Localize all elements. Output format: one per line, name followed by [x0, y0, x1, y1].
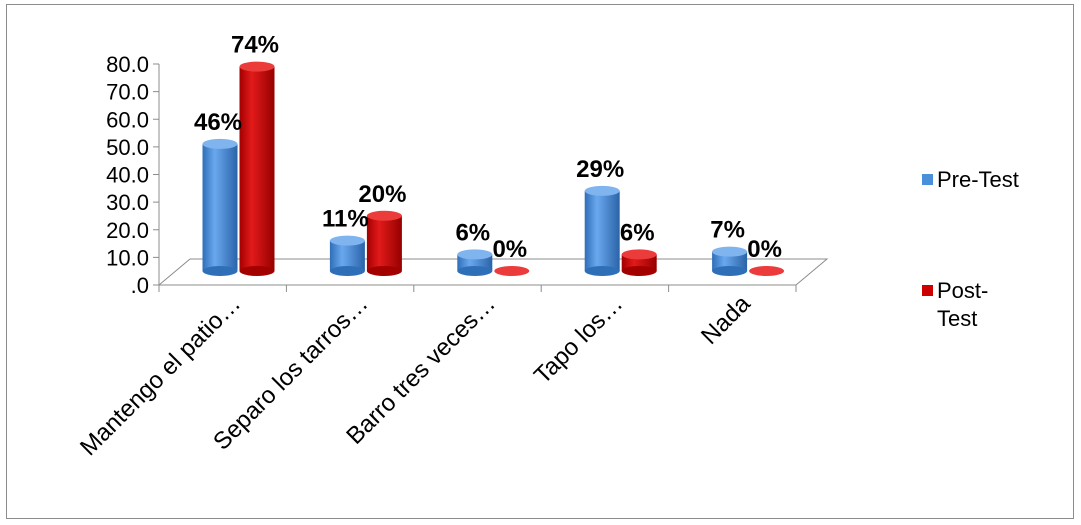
bar-pre-test — [202, 138, 238, 276]
bar-top — [457, 249, 493, 260]
y-tick-label: 30.0 — [106, 190, 149, 215]
data-label: 29% — [576, 156, 624, 183]
bar-pre-test — [712, 246, 748, 276]
bar-top — [749, 266, 785, 276]
bar-top — [584, 185, 620, 196]
data-label: 46% — [194, 109, 242, 136]
bar-body — [584, 190, 620, 271]
legend-swatch-post-test — [922, 285, 933, 296]
bar-bottom — [329, 266, 365, 276]
category-label: Nada — [696, 290, 756, 350]
y-tick-label: 60.0 — [106, 107, 149, 132]
bar-bottom — [621, 266, 657, 276]
bar-bottom — [457, 266, 493, 276]
y-tick-label: 20.0 — [106, 218, 149, 243]
bar-body — [712, 251, 748, 271]
data-label: 0% — [747, 236, 782, 263]
y-tick-label: .0 — [131, 273, 149, 298]
bar-body — [202, 143, 238, 271]
bar-post-test — [749, 266, 785, 276]
data-label: 74% — [231, 32, 279, 59]
legend-label-pre-test: Pre-Test — [937, 167, 1019, 192]
bar-body — [366, 215, 402, 271]
bar-bottom — [202, 266, 238, 276]
bar-bottom — [584, 266, 620, 276]
bar-post-test — [239, 61, 275, 276]
bar-top — [329, 235, 365, 246]
legend: Pre-Test Post-Test — [922, 167, 1019, 331]
bar-bottom — [239, 266, 275, 276]
bar-bottom — [366, 266, 402, 276]
bar-top — [712, 246, 748, 257]
y-tick-label: 10.0 — [106, 245, 149, 270]
bar-pre-test — [329, 235, 365, 276]
bar-top — [239, 61, 275, 72]
chart-floor — [157, 258, 829, 286]
bar-pre-test — [584, 185, 620, 276]
bar-top — [366, 210, 402, 221]
data-label: 6% — [455, 219, 490, 246]
bar-post-test — [494, 266, 530, 276]
y-tick-label: 80.0 — [106, 52, 149, 77]
bar-body — [239, 66, 275, 271]
bar-top — [621, 249, 657, 260]
bar-top — [494, 266, 530, 276]
bar-pre-test — [457, 249, 493, 276]
bar-top — [202, 138, 238, 149]
data-label: 7% — [710, 217, 745, 244]
data-label: 20% — [358, 181, 406, 208]
data-label: 6% — [620, 219, 655, 246]
legend-swatch-pre-test — [922, 174, 933, 185]
category-label: Tapo los… — [529, 290, 628, 389]
bar-body — [329, 240, 365, 271]
bar-post-test — [366, 210, 402, 276]
legend-label-post-test: Post-Test — [937, 278, 988, 331]
data-label: 11% — [322, 206, 369, 233]
y-axis: .0 10.020.0 30.040.0 50.0 60.070.0 80.0 — [106, 52, 797, 298]
data-labels: 46%74%11%20%6%0%29%6% 7%0% — [194, 32, 782, 263]
bars — [202, 61, 785, 276]
y-tick-label: 40.0 — [106, 163, 149, 188]
y-tick-label: 50.0 — [106, 135, 149, 160]
bar-bottom — [712, 266, 748, 276]
bar-post-test — [621, 249, 657, 276]
y-tick-label: 70.0 — [106, 80, 149, 105]
data-label: 0% — [492, 236, 527, 263]
floor-plane — [157, 258, 829, 286]
x-axis-labels: Mantengo el patio…Separo los tarros…Barr… — [75, 290, 756, 461]
